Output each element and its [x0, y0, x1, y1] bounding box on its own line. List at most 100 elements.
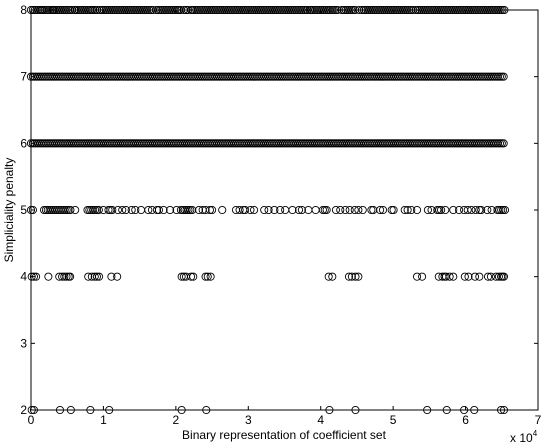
x-tick-label: 5 [390, 413, 397, 427]
data-point [66, 405, 75, 415]
data-point [208, 205, 217, 215]
y-tick-label: 8 [20, 3, 27, 17]
data-point [305, 5, 314, 15]
data-point [28, 205, 37, 215]
data-point [186, 205, 195, 215]
data-point [449, 272, 458, 281]
data-point [405, 5, 414, 15]
data-point [62, 205, 71, 215]
data-point [437, 205, 446, 215]
data-point [99, 205, 108, 215]
data-point [497, 139, 506, 148]
data-point [423, 405, 432, 415]
data-point [127, 205, 136, 215]
data-point [423, 205, 432, 215]
data-point [241, 205, 250, 215]
x-axis: 0 1 2 3 4 5 6 7 [28, 10, 542, 427]
data-point [499, 72, 508, 81]
data-point [147, 205, 157, 215]
data-point [467, 205, 476, 215]
data-point [470, 405, 479, 415]
data-point [37, 5, 46, 15]
data-point [336, 205, 345, 215]
data-point [104, 205, 113, 215]
data-point [311, 205, 320, 215]
data-point [173, 5, 182, 15]
data-point [194, 205, 204, 215]
data-point [499, 205, 508, 215]
data-point [294, 205, 304, 215]
data-point [29, 272, 38, 281]
data-point [121, 205, 130, 215]
data-point [493, 139, 503, 148]
data-point [60, 205, 69, 215]
data-point [70, 5, 79, 15]
data-point [355, 5, 364, 15]
data-point [201, 205, 210, 215]
data-point [113, 272, 122, 281]
data-point [403, 205, 412, 215]
data-point [369, 205, 378, 215]
data-point [84, 272, 93, 281]
data-point [90, 272, 99, 281]
data-point [351, 405, 360, 415]
data-point [486, 272, 495, 281]
x-multiplier-exponent: 4 [533, 429, 538, 438]
data-point [347, 272, 356, 281]
data-point [113, 205, 122, 215]
data-point [331, 5, 340, 15]
data-point [328, 272, 337, 281]
data-point [118, 205, 127, 215]
data-point [320, 205, 329, 215]
data-point [497, 72, 506, 81]
data-point [412, 205, 422, 215]
data-point [347, 5, 356, 15]
data-point [64, 205, 73, 215]
data-point [494, 272, 503, 281]
data-point [491, 272, 501, 281]
data-point [303, 5, 312, 15]
data-point [206, 272, 215, 281]
data-point [94, 205, 103, 215]
data-point [189, 272, 198, 281]
x-tick-label: 2 [173, 413, 180, 427]
data-point [177, 272, 186, 281]
data-point [354, 205, 363, 215]
data-point [46, 5, 55, 15]
data-point [454, 205, 464, 215]
data-point [131, 205, 140, 215]
data-point [494, 5, 503, 15]
data-point [441, 205, 450, 215]
data-point [475, 205, 484, 215]
data-point [106, 205, 115, 215]
data-point [475, 272, 484, 281]
data-point [387, 205, 396, 215]
y-axis-label: Simpliciality penalty [2, 158, 16, 263]
data-point [341, 205, 350, 215]
data-point [60, 272, 69, 281]
data-point [499, 272, 509, 281]
data-point [389, 205, 398, 215]
data-point [403, 5, 412, 15]
data-point [184, 205, 193, 215]
data-point [218, 205, 227, 215]
data-point [152, 205, 162, 215]
data-point [187, 272, 196, 281]
data-point [470, 272, 480, 281]
data-point [95, 272, 104, 281]
data-point [376, 205, 385, 215]
data-point [107, 272, 116, 281]
data-point [43, 5, 52, 15]
data-point [331, 205, 340, 215]
data-point [411, 5, 420, 15]
data-point [301, 5, 310, 15]
data-point [203, 272, 212, 281]
data-point [350, 205, 359, 215]
data-point [90, 205, 100, 215]
data-point [344, 272, 354, 281]
y-tick-label: 6 [20, 136, 27, 150]
data-point [92, 272, 101, 281]
data-point [27, 405, 36, 415]
data-point [159, 205, 168, 215]
